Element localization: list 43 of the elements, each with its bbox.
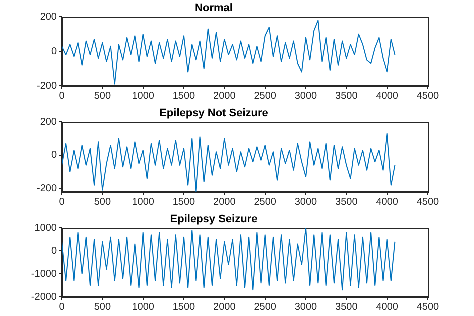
x-tick-label: 3500	[336, 90, 358, 102]
chart-title: Epilepsy Not Seizure	[160, 108, 268, 120]
y-tick-label: 200	[40, 12, 58, 23]
y-tick-label: 0	[51, 150, 58, 162]
y-tick-label: -200	[36, 80, 58, 92]
y-tick-label: -1000	[31, 268, 58, 280]
x-tick-label: 4500	[416, 90, 440, 102]
x-tick-label: 1500	[172, 196, 196, 208]
x-tick-label: 3000	[294, 196, 318, 208]
chart-title: Epilepsy Seizure	[170, 214, 258, 226]
x-tick-label: 2000	[214, 90, 236, 102]
x-tick-label: 2500	[254, 196, 277, 208]
x-tick-label: 3500	[336, 302, 358, 313]
x-tick-label: 4500	[416, 196, 440, 208]
y-tick-label: 0	[51, 246, 58, 257]
x-tick-label: 500	[94, 196, 112, 208]
y-tick-label: -2000	[31, 292, 58, 303]
x-tick-label: 4500	[416, 302, 440, 313]
x-tick-label: 2000	[214, 196, 236, 208]
x-tick-label: 3000	[294, 302, 318, 313]
x-tick-label: 500	[94, 90, 112, 102]
x-tick-label: 3000	[294, 90, 318, 102]
x-tick-label: 500	[94, 302, 112, 313]
x-tick-label: 1500	[172, 90, 196, 102]
x-tick-label: 4000	[376, 196, 399, 208]
x-tick-label: 0	[59, 196, 66, 208]
x-tick-label: 4000	[376, 302, 399, 313]
x-tick-label: 1000	[132, 196, 155, 208]
y-tick-label: -200	[36, 183, 58, 194]
y-tick-label: 200	[40, 116, 58, 128]
x-tick-label: 2500	[254, 302, 277, 313]
x-tick-label: 1000	[132, 90, 155, 102]
chart-title: Normal	[195, 2, 233, 15]
x-tick-label: 0	[59, 90, 66, 102]
x-tick-label: 4000	[376, 90, 399, 102]
y-tick-label: 0	[51, 46, 58, 58]
x-tick-label: 0	[59, 302, 66, 313]
x-tick-label: 2000	[214, 302, 236, 313]
x-tick-label: 2500	[254, 90, 277, 102]
x-tick-label: 1500	[172, 302, 196, 313]
x-tick-label: 1000	[132, 302, 155, 313]
x-tick-label: 3500	[336, 196, 358, 208]
y-tick-label: 1000	[34, 222, 58, 234]
